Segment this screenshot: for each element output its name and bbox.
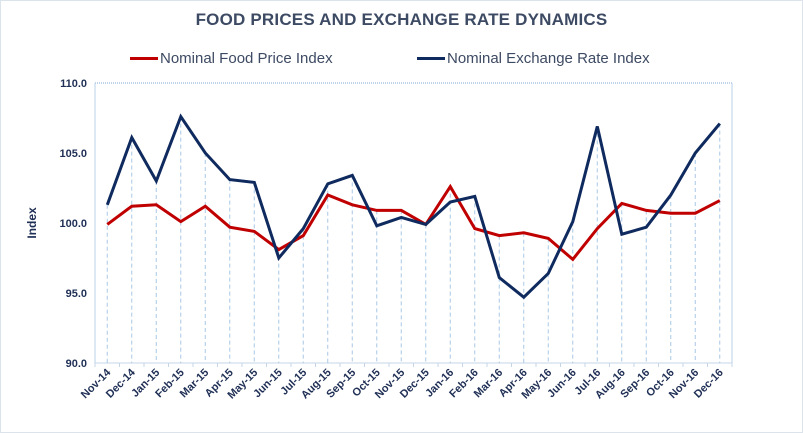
y-tick-labels: 90.0 95.0 100.0 105.0 110.0 xyxy=(59,78,87,370)
chart-title: FOOD PRICES AND EXCHANGE RATE DYNAMICS xyxy=(195,10,608,29)
legend-swatch-exchange-rate xyxy=(417,57,445,60)
series-line-food-price[interactable] xyxy=(106,183,721,262)
series-line-exchange-rate[interactable] xyxy=(105,113,721,300)
axes xyxy=(94,82,733,367)
y-tick-label: 110.0 xyxy=(60,78,87,90)
series-lines xyxy=(105,113,721,300)
y-tick-label: 95.0 xyxy=(66,288,87,300)
y-tick-label: 90.0 xyxy=(66,358,87,370)
y-tick-label: 105.0 xyxy=(59,148,87,160)
legend-item-exchange-rate[interactable]: Nominal Exchange Rate Index xyxy=(417,50,650,67)
legend: Nominal Food Price Index Nominal Exchang… xyxy=(0,50,803,72)
legend-label-exchange-rate: Nominal Exchange Rate Index xyxy=(447,50,650,67)
legend-swatch-food-price xyxy=(130,57,158,60)
legend-item-food-price[interactable]: Nominal Food Price Index xyxy=(130,50,333,67)
y-axis-title: Index xyxy=(25,207,39,239)
y-tick-label: 100.0 xyxy=(59,218,87,230)
legend-label-food-price: Nominal Food Price Index xyxy=(160,50,333,67)
drop-lines xyxy=(106,116,721,363)
x-tick-labels: Nov-14Dec-14Jan-15Feb-15Mar-15Apr-15May-… xyxy=(79,366,726,401)
